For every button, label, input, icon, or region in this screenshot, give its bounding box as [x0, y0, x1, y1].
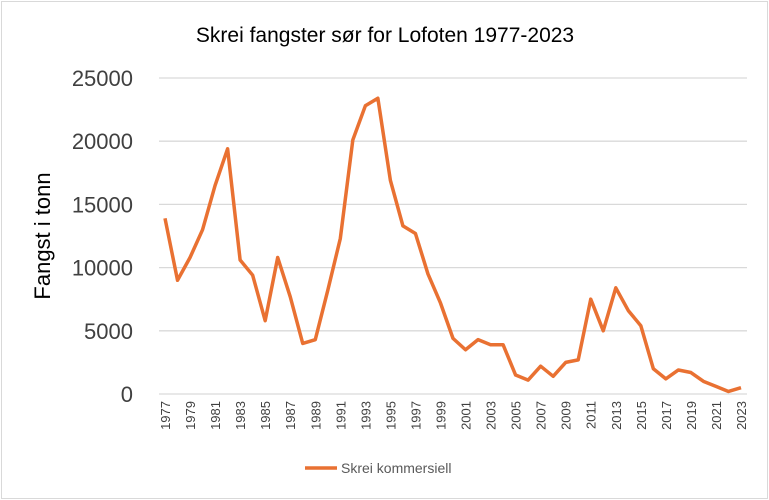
series-line [163, 96, 742, 394]
x-tick-label: 1981 [208, 401, 223, 430]
x-tick-label: 1997 [408, 401, 423, 430]
x-tick-label: 2005 [509, 401, 524, 430]
x-tick-label: 2011 [584, 401, 599, 429]
x-tick-label: 2023 [734, 401, 749, 430]
x-tick-label: 1995 [383, 401, 398, 430]
y-axis-title: Fangst i tonn [30, 172, 55, 299]
x-tick-label: 2009 [559, 401, 574, 430]
x-tick-label: 2017 [659, 401, 674, 430]
legend: Skrei kommersiell [305, 460, 451, 476]
x-tick-label: 1983 [233, 401, 248, 430]
x-tick-label: 2013 [609, 401, 624, 430]
y-tick-label: 25000 [72, 66, 133, 91]
y-tick-label: 10000 [72, 256, 133, 281]
y-tick-label: 15000 [72, 192, 133, 217]
y-tick-label: 20000 [72, 129, 133, 154]
x-tick-label: 2019 [684, 401, 699, 430]
x-tick-label: 2007 [534, 401, 549, 430]
x-tick-label: 1989 [308, 401, 323, 430]
chart-title: Skrei fangster sør for Lofoten 1977-2023 [196, 24, 574, 47]
x-tick-label: 1985 [258, 401, 273, 430]
x-tick-label: 1977 [158, 401, 173, 430]
x-tick-label: 1991 [333, 401, 348, 430]
x-tick-label: 1979 [183, 401, 198, 430]
x-tick-label: 1999 [433, 401, 448, 430]
y-tick-label: 5000 [84, 319, 133, 344]
x-tick-label: 1993 [358, 401, 373, 430]
x-tick-label: 2003 [484, 401, 499, 430]
y-tick-label: 0 [121, 382, 133, 407]
x-tick-label: 2021 [709, 401, 724, 430]
x-tick-label: 1987 [283, 401, 298, 430]
x-tick-label: 2001 [459, 401, 474, 430]
legend-label: Skrei kommersiell [341, 460, 451, 476]
x-tick-label: 2015 [634, 401, 649, 430]
